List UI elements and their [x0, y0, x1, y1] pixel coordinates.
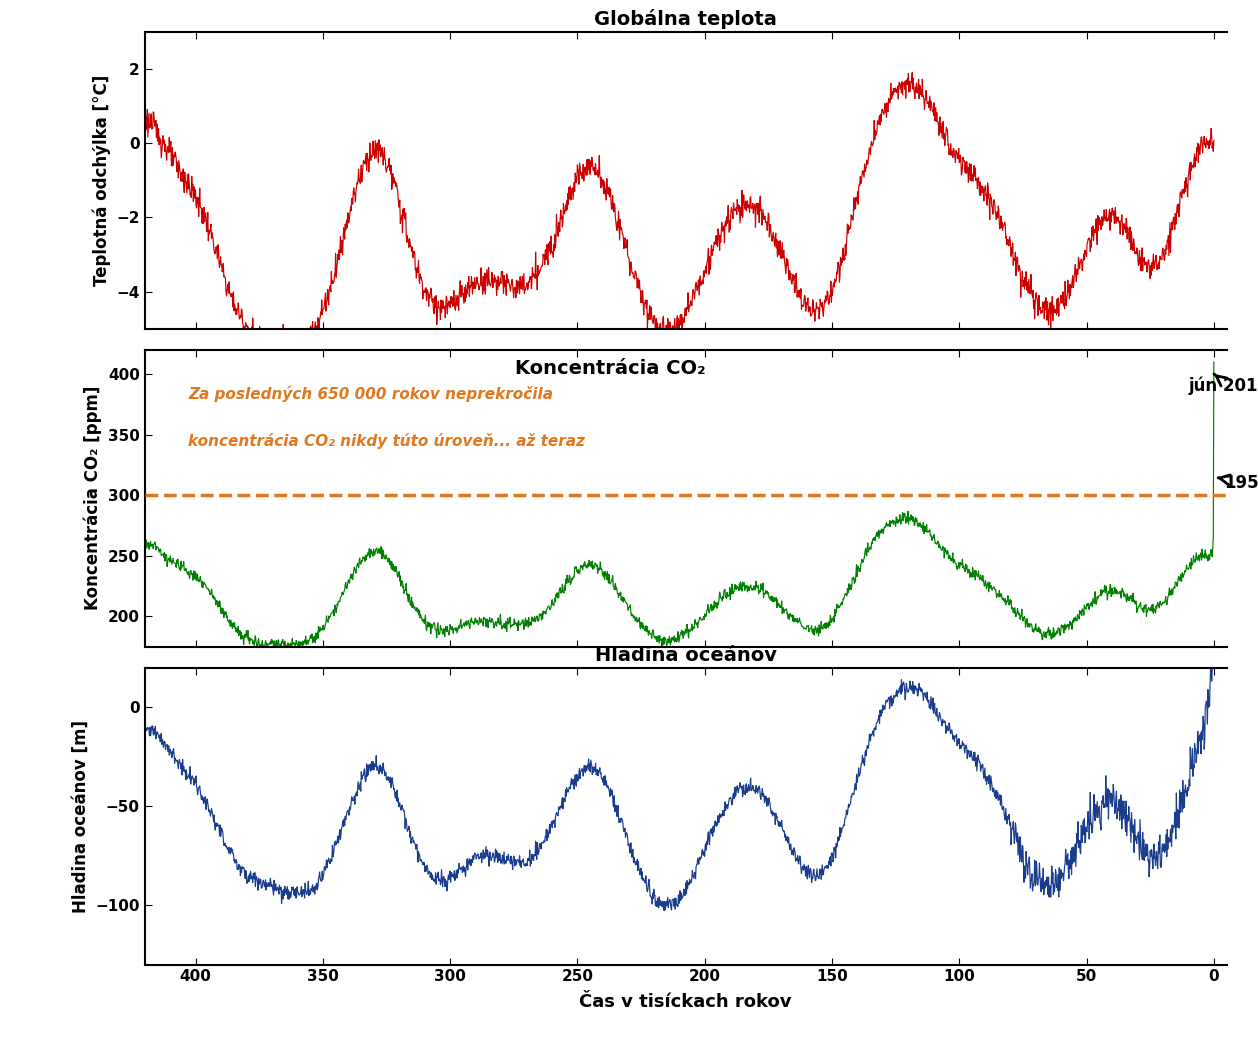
- Text: koncentrácia CO₂ nikdy túto úroveň... až teraz: koncentrácia CO₂ nikdy túto úroveň... až…: [187, 432, 585, 448]
- Text: jún 2013: jún 2013: [1189, 374, 1258, 395]
- Text: Koncentrácia CO₂: Koncentrácia CO₂: [515, 358, 706, 377]
- Title: Hladina oceánov: Hladina oceánov: [595, 646, 776, 665]
- Text: Za posledných 650 000 rokov neprekročila: Za posledných 650 000 rokov neprekročila: [187, 386, 554, 402]
- Y-axis label: Hladina oceánov [m]: Hladina oceánov [m]: [72, 720, 89, 913]
- X-axis label: Čas v tisíckach rokov: Čas v tisíckach rokov: [580, 993, 791, 1011]
- Text: 1950: 1950: [1218, 474, 1258, 492]
- Y-axis label: Teplotná odchýlka [°C]: Teplotná odchýlka [°C]: [92, 74, 111, 286]
- Y-axis label: Koncentrácia CO₂ [ppm]: Koncentrácia CO₂ [ppm]: [84, 386, 102, 611]
- Title: Globálna teplota: Globálna teplota: [594, 8, 777, 29]
